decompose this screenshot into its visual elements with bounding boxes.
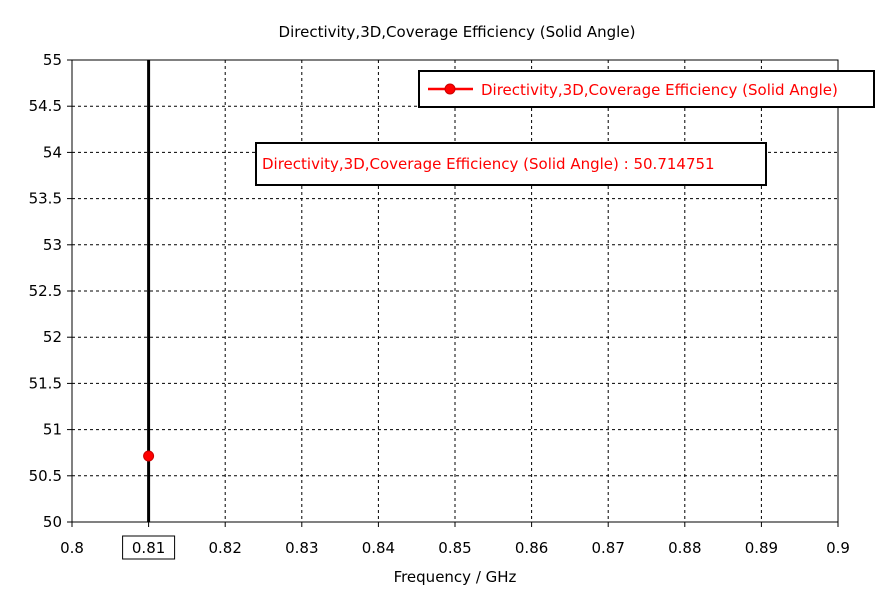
y-tick-label: 53 <box>43 236 62 254</box>
x-tick-label: 0.82 <box>208 539 241 557</box>
x-tick-label: 0.89 <box>745 539 778 557</box>
y-tick-label: 50.5 <box>29 467 62 485</box>
x-tick-label: 0.83 <box>285 539 318 557</box>
data-point <box>143 450 155 462</box>
plot-frame <box>71 59 839 523</box>
x-tick-label: 0.81 <box>132 539 165 557</box>
x-tick-label: 0.84 <box>362 539 395 557</box>
chart-title: Directivity,3D,Coverage Efficiency (Soli… <box>279 23 636 41</box>
marker-x-label-box <box>122 535 176 560</box>
y-tick-label: 51.5 <box>29 374 62 392</box>
y-tick-label: 52 <box>43 328 62 346</box>
axes: 0.8 0.81 0.82 0.83 0.84 0.85 0.86 0.87 0.88 0.89 0… <box>29 51 850 557</box>
legend-series-marker <box>444 83 456 95</box>
annotation-text: Directivity,3D,Coverage Efficiency (Soli… <box>262 155 715 173</box>
y-tick-label: 54.5 <box>29 97 62 115</box>
x-tick-label: 0.86 <box>515 539 548 557</box>
x-tick-label: 0.9 <box>826 539 850 557</box>
y-tick-label: 54 <box>43 143 62 161</box>
grid <box>72 60 838 522</box>
x-tick-label: 0.8 <box>60 539 84 557</box>
y-tick-label: 50 <box>43 513 62 531</box>
x-axis-label: Frequency / GHz <box>394 568 517 586</box>
legend-box <box>418 70 875 108</box>
y-tick-label: 52.5 <box>29 282 62 300</box>
legend-series-label: Directivity,3D,Coverage Efficiency (Soli… <box>481 81 838 99</box>
legend: Directivity,3D,Coverage Efficiency (Soli… <box>418 70 875 108</box>
x-tick-label: 0.88 <box>668 539 701 557</box>
annotation-box <box>255 142 767 186</box>
marker-line-group <box>122 60 176 560</box>
y-tick-label: 51 <box>43 421 62 439</box>
x-tick-label: 0.87 <box>591 539 624 557</box>
y-tick-label: 53.5 <box>29 190 62 208</box>
value-annotation: Directivity,3D,Coverage Efficiency (Soli… <box>255 142 767 186</box>
data-points <box>143 450 155 462</box>
y-tick-label: 55 <box>43 51 62 69</box>
x-tick-label: 0.85 <box>438 539 471 557</box>
